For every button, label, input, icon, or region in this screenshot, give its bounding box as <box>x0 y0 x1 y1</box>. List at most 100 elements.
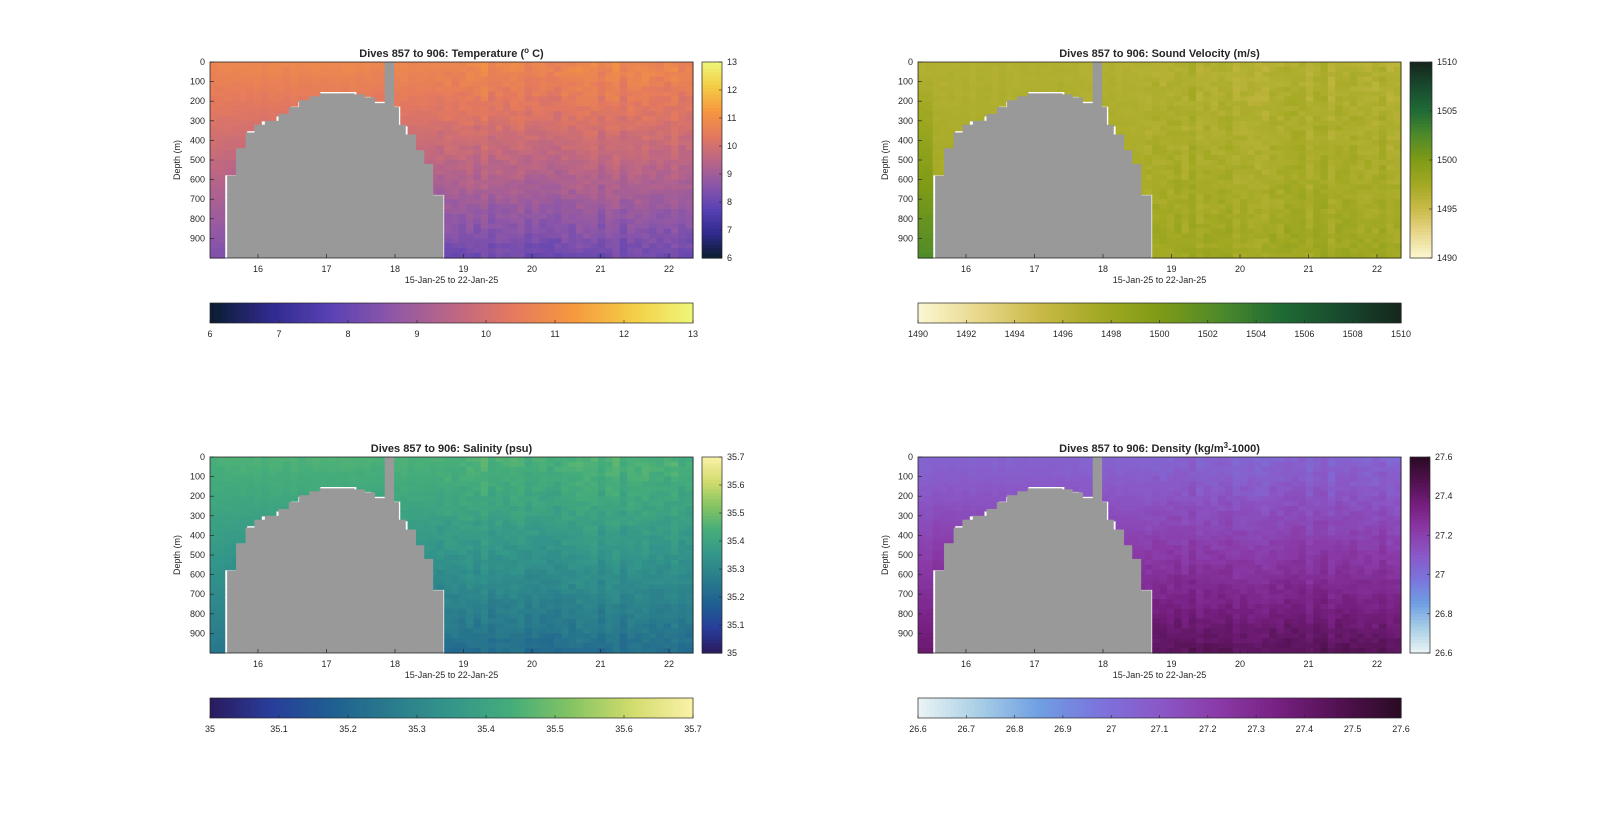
heatmap-cell <box>575 62 584 68</box>
heatmap-cell <box>1298 111 1307 117</box>
heatmap-cell <box>641 71 650 78</box>
heatmap-cell <box>422 106 431 112</box>
heatmap-cell <box>210 169 218 176</box>
heatmap-cell <box>671 76 679 83</box>
colorbar-swatch <box>1300 303 1306 323</box>
heatmap-cell <box>1144 135 1153 141</box>
heatmap-cell <box>1371 169 1380 176</box>
heatmap-cell <box>495 106 504 112</box>
heatmap-cell <box>466 599 475 605</box>
heatmap-cell <box>1240 135 1248 141</box>
heatmap-cell <box>634 155 643 161</box>
heatmap-cell <box>224 545 233 551</box>
heatmap-cell <box>458 66 467 73</box>
heatmap-cell <box>495 76 504 83</box>
heatmap-cell <box>1313 71 1322 78</box>
heatmap-cell <box>947 71 956 78</box>
heatmap-cell <box>1100 81 1109 88</box>
heatmap-cell <box>1174 160 1183 166</box>
heatmap-cell <box>480 253 489 259</box>
heatmap-cell <box>685 253 694 259</box>
heatmap-cell <box>444 510 453 517</box>
heatmap-cell <box>1349 71 1358 78</box>
heatmap-cell <box>1240 199 1248 205</box>
heatmap-cell <box>612 145 621 151</box>
heatmap-cell <box>1188 140 1197 146</box>
heatmap-cells <box>210 62 694 259</box>
heatmap-cell <box>641 91 650 97</box>
heatmap-cell <box>1305 204 1314 210</box>
heatmap-cell <box>1276 62 1285 68</box>
heatmap-cell <box>1357 238 1366 244</box>
heatmap-cell <box>1218 194 1226 200</box>
heatmap-cell <box>224 550 233 556</box>
heatmap-cell <box>1232 248 1241 254</box>
heatmap-cell <box>969 71 978 78</box>
mask-column <box>353 94 365 258</box>
heatmap-cell <box>1269 243 1278 249</box>
heatmap-cell <box>1305 101 1314 107</box>
heatmap-cell <box>1349 66 1358 73</box>
heatmap-cell <box>1357 130 1366 137</box>
heatmap-cell <box>1203 62 1212 68</box>
heatmap-cell <box>1364 223 1373 230</box>
heatmap-cell <box>217 471 226 478</box>
heatmap-cell <box>918 62 926 68</box>
colorbar-swatch <box>234 303 239 323</box>
colorbar-swatch <box>664 303 670 323</box>
heatmap-cell <box>1349 233 1358 239</box>
heatmap-cell <box>246 461 255 468</box>
heatmap-cell <box>356 62 365 68</box>
heatmap-cell <box>488 135 497 141</box>
heatmap-cell <box>444 535 453 541</box>
colorbar-swatch <box>1376 303 1382 323</box>
heatmap-cell <box>597 243 606 249</box>
heatmap-cell <box>1298 160 1307 166</box>
heatmap-cell <box>422 545 431 551</box>
heatmap-cell <box>400 461 409 468</box>
heatmap-cell <box>1386 164 1395 171</box>
heatmap-cell <box>305 486 314 492</box>
heatmap-cell <box>488 189 497 195</box>
heatmap-cell <box>641 164 650 171</box>
heatmap-cell <box>1349 96 1358 102</box>
heatmap-cell <box>1357 111 1366 117</box>
heatmap-cell <box>1013 62 1022 68</box>
colorbar-swatch <box>1280 303 1285 323</box>
heatmap-cell <box>400 62 409 68</box>
heatmap-cell <box>1291 179 1300 186</box>
heatmap-cell <box>473 253 482 259</box>
heatmap-cell <box>217 140 226 146</box>
heatmap-cell <box>283 111 292 117</box>
heatmap-cell <box>495 564 504 571</box>
heatmap-cell <box>1122 115 1131 122</box>
heatmap-cell <box>1166 228 1175 235</box>
heatmap-cell <box>1364 199 1373 205</box>
heatmap-cell <box>1291 120 1300 127</box>
heatmap-cell <box>1188 130 1197 137</box>
mask-column <box>1140 195 1152 258</box>
heatmap-cell <box>546 194 555 200</box>
colorbar-swatch <box>507 303 513 323</box>
heatmap-cell <box>1254 71 1263 78</box>
heatmap-cell <box>1393 194 1402 200</box>
heatmap-cell <box>429 555 438 561</box>
heatmap-cell <box>451 589 460 595</box>
heatmap-cell <box>1371 106 1380 112</box>
heatmap-cell <box>583 223 592 230</box>
heatmap-cell <box>1379 111 1387 117</box>
heatmap-cell <box>1035 66 1044 73</box>
heatmap-cell <box>1269 155 1278 161</box>
heatmap-cell <box>268 501 277 507</box>
heatmap-cell <box>1196 150 1205 156</box>
colorbar-swatch <box>391 303 396 323</box>
heatmap-cell <box>1218 155 1226 161</box>
heatmap-cell <box>524 62 533 68</box>
heatmap-cell <box>1188 243 1197 249</box>
heatmap-cell <box>1181 253 1190 259</box>
heatmap-cell <box>246 81 255 88</box>
heatmap-cell <box>217 559 226 566</box>
heatmap-cell <box>261 501 270 507</box>
heatmap-cell <box>539 218 548 225</box>
heatmap-cell <box>451 466 460 473</box>
